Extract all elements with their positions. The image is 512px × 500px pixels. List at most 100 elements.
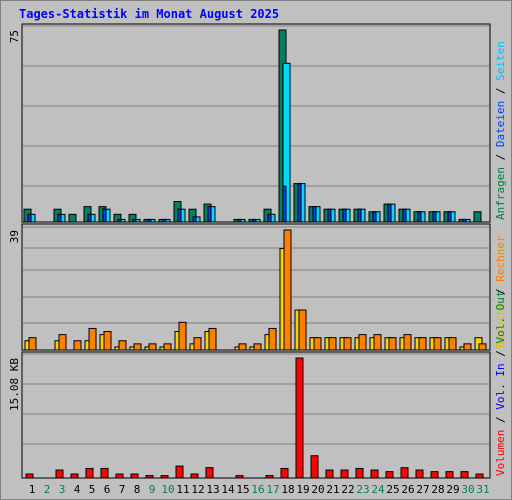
- panel-mid: [21, 223, 491, 351]
- x-tick-label-20: 20: [311, 483, 324, 496]
- volumen-bar-day-3: [55, 469, 64, 479]
- volumen-bar-day-15: [235, 475, 244, 479]
- legend-top: Anfragen / Dateien / Seiten: [494, 41, 507, 220]
- x-tick-label-30: 30: [461, 483, 474, 496]
- legend-separator: /: [494, 410, 507, 430]
- x-tick-label-17: 17: [266, 483, 279, 496]
- x-tick-label-6: 6: [104, 483, 111, 496]
- x-tick-label-14: 14: [221, 483, 235, 496]
- volumen-bar-day-20: [310, 455, 319, 479]
- rechner-bar-day-12: [193, 337, 202, 351]
- x-tick-label-10: 10: [161, 483, 174, 496]
- volumen-bar-day-23: [355, 467, 364, 479]
- rechner-bar-day-16: [253, 343, 262, 351]
- dateien-bar-day-22: [342, 208, 347, 223]
- chart-title: Tages-Statistik im Monat August 2025: [19, 7, 280, 21]
- rechner-bar-day-20: [313, 337, 322, 351]
- x-tick-label-3: 3: [59, 483, 66, 496]
- x-tick-label-27: 27: [416, 483, 429, 496]
- dateien-bar-day-6: [102, 208, 107, 223]
- volumen-bar-day-29: [445, 471, 454, 479]
- x-tick-label-19: 19: [296, 483, 309, 496]
- volumen-bar-day-8: [130, 473, 139, 479]
- volumen-bar-day-26: [400, 467, 409, 479]
- legend-entry: Rechner: [494, 235, 507, 282]
- volumen-bar-day-7: [115, 473, 124, 479]
- dateien-bar-day-1: [27, 213, 32, 223]
- x-tick-label-16: 16: [251, 483, 264, 496]
- rechner-bar-day-5: [88, 327, 97, 351]
- dateien-bar-day-3: [57, 213, 62, 223]
- volumen-bar-day-11: [175, 465, 184, 479]
- dateien-bar-day-8: [132, 218, 137, 223]
- legend-bottom: Volumen / Vol. In / Vol. Out: [494, 291, 507, 476]
- x-tick-label-7: 7: [119, 483, 126, 496]
- volumen-bar-day-19: [295, 357, 304, 479]
- dateien-bar-day-13: [207, 206, 212, 223]
- rechner-bar-day-13: [208, 327, 217, 351]
- volumen-bar-day-24: [370, 469, 379, 479]
- x-tick-label-31: 31: [476, 483, 489, 496]
- x-tick-label-25: 25: [386, 483, 399, 496]
- dateien-bar-day-19: [297, 183, 302, 223]
- dateien-bar-day-16: [252, 218, 257, 223]
- rechner-bar-day-7: [118, 340, 127, 351]
- legend-separator: /: [494, 147, 507, 167]
- rechner-bar-day-30: [463, 343, 472, 351]
- rechner-bar-day-19: [298, 309, 307, 351]
- legend-mid: Besuche / Rechner: [494, 235, 507, 348]
- dateien-bar-day-24: [372, 211, 377, 223]
- x-tick-label-21: 21: [326, 483, 339, 496]
- x-tick-label-18: 18: [281, 483, 294, 496]
- x-tick-label-12: 12: [191, 483, 204, 496]
- anfragen-bar-day-31: [473, 211, 482, 223]
- volumen-bar-day-13: [205, 467, 214, 479]
- rechner-bar-day-18: [283, 229, 292, 351]
- x-tick-label-13: 13: [206, 483, 219, 496]
- rechner-bar-day-24: [373, 334, 382, 351]
- volumen-bar-day-27: [415, 469, 424, 479]
- legend-entry: Seiten: [494, 41, 507, 81]
- x-tick-label-2: 2: [44, 483, 51, 496]
- legend-entry: Volumen: [494, 430, 507, 476]
- legend-entry: Vol. Out: [494, 291, 507, 344]
- rechner-bar-day-28: [433, 337, 442, 351]
- legend-entry: Besuche: [494, 302, 507, 348]
- dateien-bar-day-30: [462, 218, 467, 223]
- x-tick-label-11: 11: [176, 483, 189, 496]
- rechner-bar-day-31: [478, 343, 487, 351]
- volumen-bar-day-9: [145, 475, 154, 479]
- rechner-bar-day-25: [388, 337, 397, 351]
- dateien-bar-day-7: [117, 218, 122, 223]
- legend-entry: Anfragen: [494, 167, 507, 220]
- rechner-bar-day-15: [238, 343, 247, 351]
- legend-entry: Dateien: [494, 101, 507, 147]
- panel-top: [21, 23, 491, 223]
- legend-separator: /: [494, 344, 507, 364]
- x-tick-label-15: 15: [236, 483, 249, 496]
- anfragen-bar-day-4: [68, 213, 77, 223]
- rechner-bar-day-27: [418, 337, 427, 351]
- volumen-bar-day-6: [100, 467, 109, 479]
- rechner-bar-day-11: [178, 321, 187, 351]
- rechner-bar-day-8: [133, 343, 142, 351]
- volumen-bar-day-30: [460, 471, 469, 479]
- dateien-bar-day-25: [387, 203, 392, 223]
- volumen-bar-day-4: [70, 473, 79, 479]
- x-tick-label-26: 26: [401, 483, 414, 496]
- dateien-bar-day-5: [87, 213, 92, 223]
- volumen-bar-day-28: [430, 471, 439, 479]
- dateien-bar-day-28: [432, 211, 437, 223]
- y-max-label: 75: [8, 30, 21, 43]
- volumen-bar-day-31: [475, 473, 484, 479]
- rechner-bar-day-3: [58, 334, 67, 351]
- dateien-bar-day-17: [267, 213, 272, 223]
- dateien-bar-day-12: [192, 216, 197, 223]
- rechner-bar-day-26: [403, 334, 412, 351]
- dateien-bar-day-21: [327, 208, 332, 223]
- rechner-bar-day-1: [28, 337, 37, 351]
- dateien-bar-day-11: [177, 208, 182, 223]
- dateien-bar-day-9: [147, 218, 152, 223]
- x-tick-label-5: 5: [89, 483, 96, 496]
